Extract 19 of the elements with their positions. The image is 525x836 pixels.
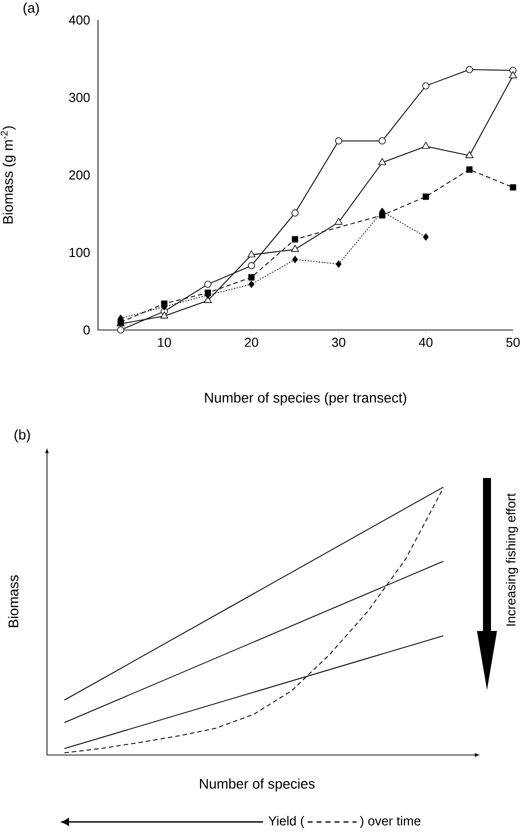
y-axis-title: Biomass (g m$^{-2}$) xyxy=(0,126,16,224)
y-axis-title: Biomass xyxy=(8,575,18,628)
x-tick-label: 50 xyxy=(506,338,520,347)
x-tick-label: 40 xyxy=(418,338,433,347)
x-axis-title: Number of species xyxy=(200,778,315,792)
x-tick-label: 30 xyxy=(332,338,346,347)
text: ) over time xyxy=(360,816,420,828)
x-axis-title: Number of species (per transect) xyxy=(205,392,406,406)
y-tick-label: 400 xyxy=(68,15,90,25)
chart-title: (b) xyxy=(14,429,30,442)
y-tick-label: 100 xyxy=(70,248,90,258)
y-tick-label: 0 xyxy=(84,325,90,335)
chart-title: (a) xyxy=(24,2,39,16)
text: Increasing fishing effort xyxy=(506,493,518,626)
y-tick-label: 200 xyxy=(69,170,90,180)
text: Yield ( xyxy=(268,816,304,828)
y-tick-label: 300 xyxy=(69,92,90,102)
x-tick-label: 20 xyxy=(244,338,258,347)
x-tick-label: 10 xyxy=(158,338,171,347)
